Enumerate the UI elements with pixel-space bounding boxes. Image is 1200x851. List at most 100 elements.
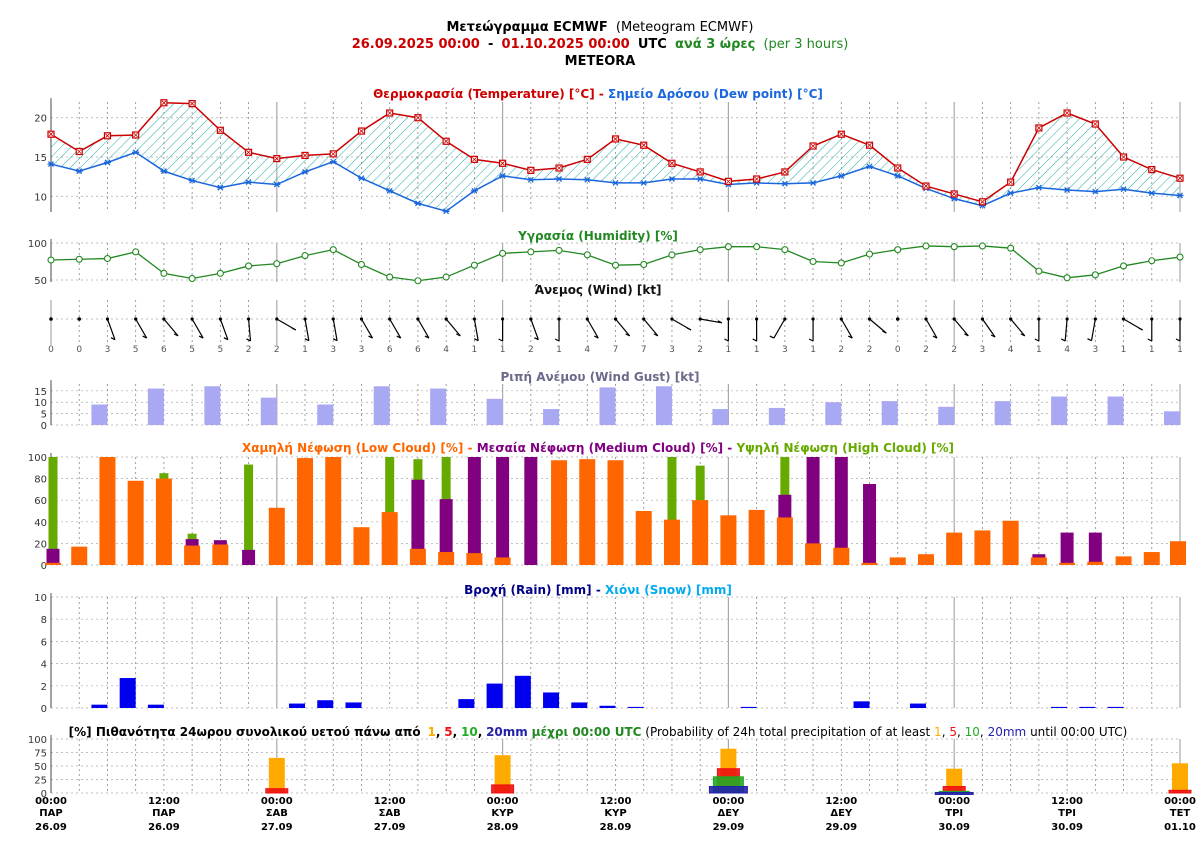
- wind-speed-label: 1: [810, 345, 816, 355]
- dew-marker-stroke: [358, 175, 365, 182]
- low-cloud-bar: [155, 478, 172, 565]
- dew-marker-stroke: [217, 184, 224, 191]
- wind-barb: [246, 317, 252, 342]
- dew-point-marker: [612, 179, 619, 186]
- wind-barb-base: [246, 317, 251, 321]
- wind-barb-flag: [594, 335, 599, 339]
- wind-barb: [162, 317, 179, 337]
- humidity-point: [1035, 267, 1043, 275]
- wind-speed-label: 2: [951, 345, 957, 355]
- humidity-point: [527, 248, 535, 256]
- temp-point-marker: [837, 130, 845, 138]
- low-cloud-bar: [974, 530, 991, 565]
- low-cloud-bar: [99, 457, 116, 565]
- wind-barb-flag: [368, 335, 373, 339]
- wind-barb: [498, 317, 505, 342]
- wind-speed-label: 1: [556, 345, 562, 355]
- wind-barb-shaft: [360, 318, 373, 339]
- low-cloud-bar: [805, 543, 822, 565]
- humidity-point: [357, 260, 366, 269]
- low-cloud-bar: [1170, 541, 1186, 565]
- wind-barb-shaft: [773, 318, 786, 339]
- humidity-point: [894, 246, 902, 254]
- humidity-point: [160, 269, 168, 277]
- wind-barb: [952, 317, 969, 337]
- temp-marker-cross: [302, 153, 308, 158]
- temp-point-marker: [75, 147, 83, 156]
- temp-point-marker: [1007, 178, 1015, 186]
- temp-marker-cross: [189, 101, 195, 106]
- header-title: Μετεώγραμμα ECMWF: [446, 20, 607, 35]
- rain-ytick-label: 2: [41, 682, 47, 693]
- low-cloud-bar: [325, 457, 342, 565]
- high-cloud-bar: [244, 464, 254, 565]
- wind-barb: [698, 317, 723, 324]
- temp-marker-cross: [1177, 175, 1183, 181]
- wind-speed-label: 0: [76, 345, 82, 355]
- wind-speed-label: 3: [330, 345, 336, 355]
- low-cloud-bar: [776, 517, 793, 565]
- humidity-point: [1176, 253, 1184, 261]
- gust-bar: [147, 388, 164, 425]
- temp-marker-cross: [1093, 121, 1098, 127]
- rain-bar: [514, 675, 531, 708]
- prob-ytick-label: 0: [41, 789, 47, 800]
- wind-barb: [359, 317, 373, 339]
- dew-marker-stroke: [1007, 190, 1014, 197]
- wind-barb-flag: [498, 338, 503, 342]
- wind-speed-label: 4: [1064, 345, 1070, 355]
- cloud-panel-title: Χαμηλή Νέφωση (Low Cloud) [%] - Μεσαία Ν…: [242, 441, 954, 455]
- temp-marker-cross: [500, 161, 505, 166]
- humidity-point: [978, 242, 986, 250]
- temp-title: Θερμοκρασία (Temperature) [°C]: [373, 87, 595, 101]
- humidity-point: [1091, 271, 1099, 279]
- wind-speed-label: 6: [161, 345, 167, 355]
- low-cloud-bar: [438, 552, 455, 565]
- x-date-label: 26.09: [148, 822, 180, 833]
- prob-comma-1: ,: [436, 725, 441, 739]
- temp-ytick-label: 10: [34, 192, 47, 203]
- wind-barb-flag: [808, 338, 814, 342]
- temp-point-marker: [1035, 124, 1043, 132]
- low-cloud-bar: [917, 554, 934, 565]
- humidity-point: [1120, 262, 1128, 270]
- dew-marker-stroke: [527, 176, 534, 183]
- x-day-label: ΤΕΤ: [1170, 808, 1191, 819]
- dew-point-marker: [668, 176, 676, 182]
- x-day-label: ΔΕΥ: [717, 808, 740, 819]
- high-cloud-title: Υψηλή Νέφωση (High Cloud) [%]: [735, 441, 954, 455]
- x-date-label: 26.09: [35, 822, 67, 833]
- dew-marker-stroke: [640, 179, 647, 186]
- wind-barb-shaft: [953, 318, 969, 337]
- rain-title-sep: -: [596, 583, 605, 597]
- temp-point-marker: [273, 154, 281, 163]
- temp-point-marker: [527, 166, 535, 174]
- prob-en-comma-2: ,: [957, 725, 961, 739]
- temp-marker-cross: [669, 161, 675, 166]
- x-time-label: 12:00: [148, 796, 180, 807]
- wind-speed-label: 7: [641, 345, 647, 355]
- gust-bar: [1164, 411, 1180, 425]
- wind-barb-shaft: [1064, 318, 1068, 341]
- dew-marker-stroke: [1177, 192, 1183, 199]
- temp-marker-cross: [1064, 110, 1070, 116]
- dew-point-marker: [1007, 190, 1015, 197]
- dew-point-marker: [781, 180, 789, 187]
- x-date-label: 01.10: [1164, 822, 1196, 833]
- wind-calm-dot: [895, 317, 900, 321]
- x-date-label: 28.09: [487, 822, 519, 833]
- rain-bar: [289, 703, 306, 708]
- wind-speed-label: 4: [443, 345, 449, 355]
- wind-speed-label: 2: [274, 345, 280, 355]
- header-step: ανά 3 ώρες: [675, 37, 755, 52]
- temp-point-marker: [1148, 165, 1156, 174]
- medium-cloud-bar: [863, 484, 877, 565]
- wind-barb-flag: [1138, 327, 1143, 331]
- medium-cloud-bar: [806, 457, 820, 565]
- wind-barb-shaft: [925, 318, 938, 339]
- dew-point-marker: [47, 161, 55, 168]
- temp-point-marker: [922, 182, 930, 190]
- medium-cloud-bar: [1060, 532, 1074, 565]
- x-date-label: 30.09: [1051, 822, 1083, 833]
- wind-barb-shaft: [981, 318, 996, 338]
